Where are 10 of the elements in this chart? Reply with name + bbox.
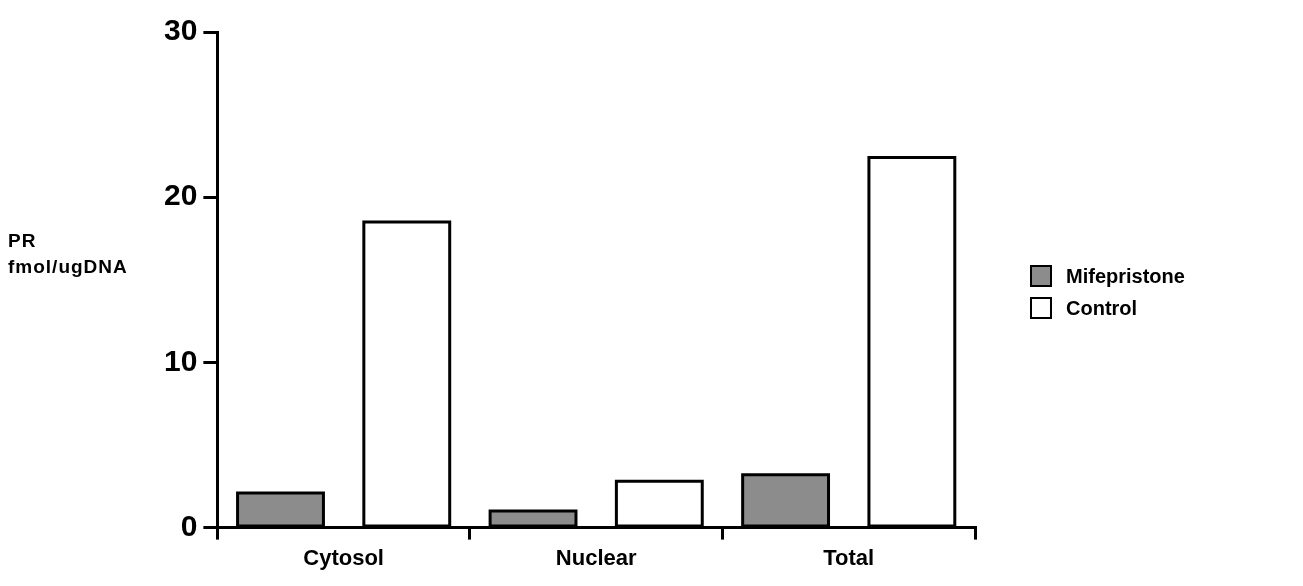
legend-label: Control [1066,296,1138,320]
legend-label: Mifepristone [1066,264,1185,288]
x-tick-label: Nuclear [555,544,637,570]
y-tick-label: 0 [180,508,198,542]
y-tick-label: 10 [163,343,198,377]
x-tick-label: Total [823,544,875,570]
y-tick-label: 20 [163,178,198,212]
x-tick-label: Cytosol [303,544,384,570]
y-tick-label: 30 [163,13,198,47]
y-axis-title: PR fmol/ugDNA [8,229,128,279]
